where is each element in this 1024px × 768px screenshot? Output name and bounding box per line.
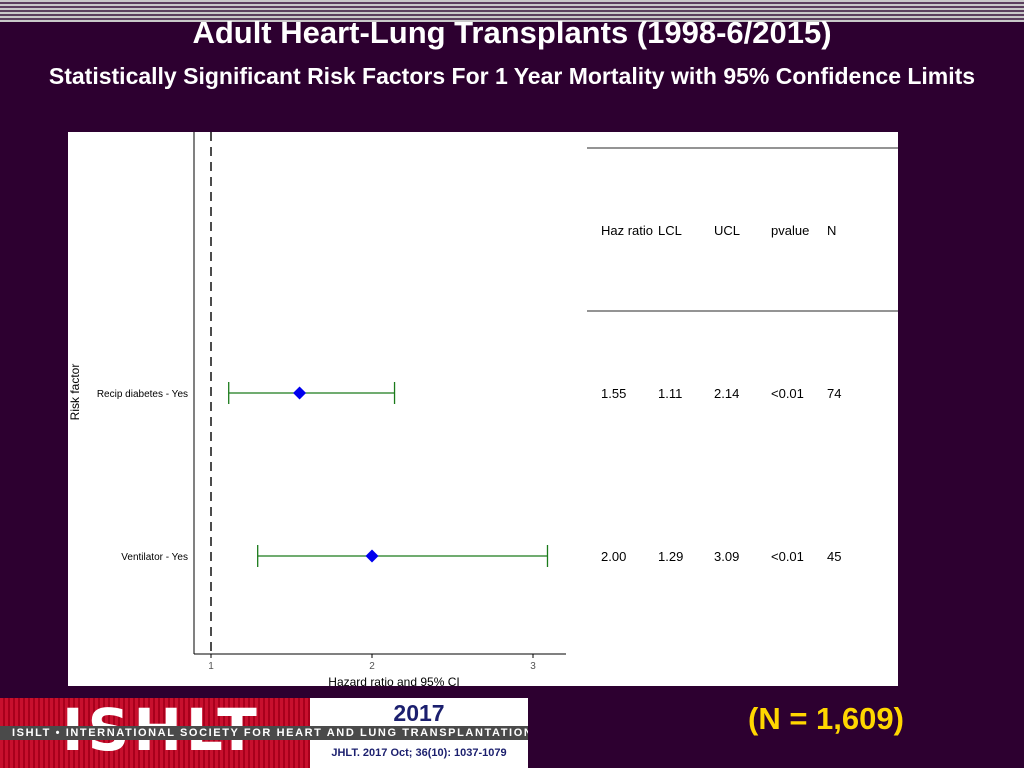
table-value-hr: 2.00 bbox=[601, 549, 626, 564]
table-value-ucl: 3.09 bbox=[714, 549, 739, 564]
x-tick-label-2: 2 bbox=[369, 661, 375, 672]
citation-box bbox=[310, 740, 528, 768]
forest-plot-marks bbox=[210, 382, 549, 658]
x-axis-title: Hazard ratio and 95% CI bbox=[328, 675, 459, 686]
report-year: 2017 bbox=[393, 700, 445, 726]
header-stripes bbox=[0, 0, 1024, 22]
table-header-ucl: UCL bbox=[714, 223, 740, 238]
table-value-n: 74 bbox=[827, 386, 841, 401]
table-value-hr: 1.55 bbox=[601, 386, 626, 401]
row-label-ventilator: Ventilator - Yes bbox=[121, 552, 188, 563]
forest-plot-figure: Risk factor Hazard ratio and 95% CI Reci… bbox=[68, 132, 898, 686]
table-header-pvalue: pvalue bbox=[771, 223, 809, 238]
row-label-recip-diabetes: Recip diabetes - Yes bbox=[97, 389, 188, 400]
table-value-pvalue: <0.01 bbox=[771, 386, 804, 401]
forest-plot-svg: Risk factor Hazard ratio and 95% CI Reci… bbox=[68, 132, 898, 686]
hazard-ratio-marker bbox=[365, 549, 379, 563]
hazard-ratio-marker bbox=[293, 386, 307, 400]
table-header-n: N bbox=[827, 223, 836, 238]
society-name: ISHLT • INTERNATIONAL SOCIETY FOR HEART … bbox=[0, 726, 528, 740]
table-value-pvalue: <0.01 bbox=[771, 549, 804, 564]
y-axis-title: Risk factor bbox=[68, 364, 82, 421]
table-value-ucl: 2.14 bbox=[714, 386, 739, 401]
table-value-n: 45 bbox=[827, 549, 841, 564]
journal-citation: JHLT. 2017 Oct; 36(10): 1037-1079 bbox=[331, 747, 507, 759]
x-tick-label-1: 1 bbox=[208, 661, 214, 672]
page-title: Adult Heart-Lung Transplants (1998-6/201… bbox=[192, 15, 832, 50]
page-subtitle: Statistically Significant Risk Factors F… bbox=[48, 63, 976, 89]
table-value-lcl: 1.11 bbox=[658, 386, 682, 401]
table-value-lcl: 1.29 bbox=[658, 549, 683, 564]
table-header-lcl: LCL bbox=[658, 223, 682, 238]
x-tick-label-3: 3 bbox=[530, 661, 536, 672]
year-box bbox=[310, 698, 528, 726]
table-header-haz-ratio: Haz ratio bbox=[601, 223, 653, 238]
total-n-label: (N = 1,609) bbox=[748, 701, 904, 736]
